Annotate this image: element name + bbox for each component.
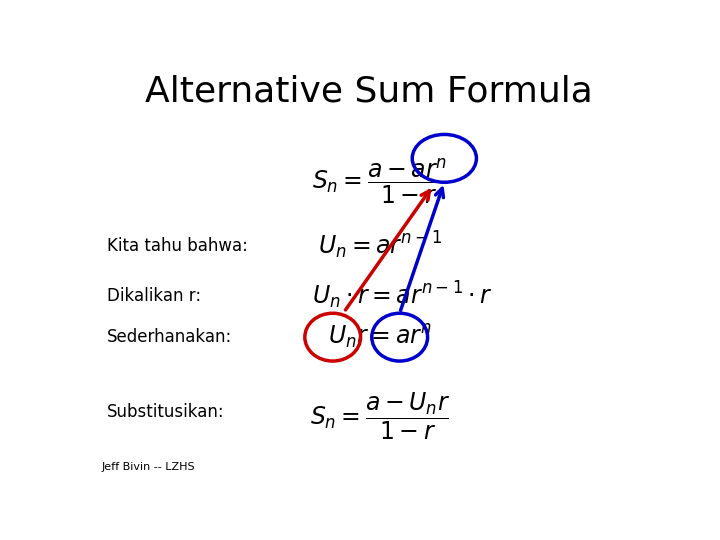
Text: Jeff Bivin -- LZHS: Jeff Bivin -- LZHS [101,462,195,472]
Text: Sederhanakan:: Sederhanakan: [107,328,232,346]
Text: $U_n \cdot r = ar^{n-1} \cdot r$: $U_n \cdot r = ar^{n-1} \cdot r$ [312,280,493,311]
Text: $S_n = \dfrac{a - ar^n}{1-r}$: $S_n = \dfrac{a - ar^n}{1-r}$ [312,157,449,206]
Text: Substitusikan:: Substitusikan: [107,403,225,421]
Text: $U_n = ar^{n-1}$: $U_n = ar^{n-1}$ [318,230,442,261]
Text: Dikalikan r:: Dikalikan r: [107,287,201,305]
Text: $S_n = \dfrac{a - U_n r}{1-r}$: $S_n = \dfrac{a - U_n r}{1-r}$ [310,390,450,442]
Text: Kita tahu bahwa:: Kita tahu bahwa: [107,237,248,255]
Text: Alternative Sum Formula: Alternative Sum Formula [145,75,593,109]
Text: $U_n r = ar^n$: $U_n r = ar^n$ [328,323,432,351]
